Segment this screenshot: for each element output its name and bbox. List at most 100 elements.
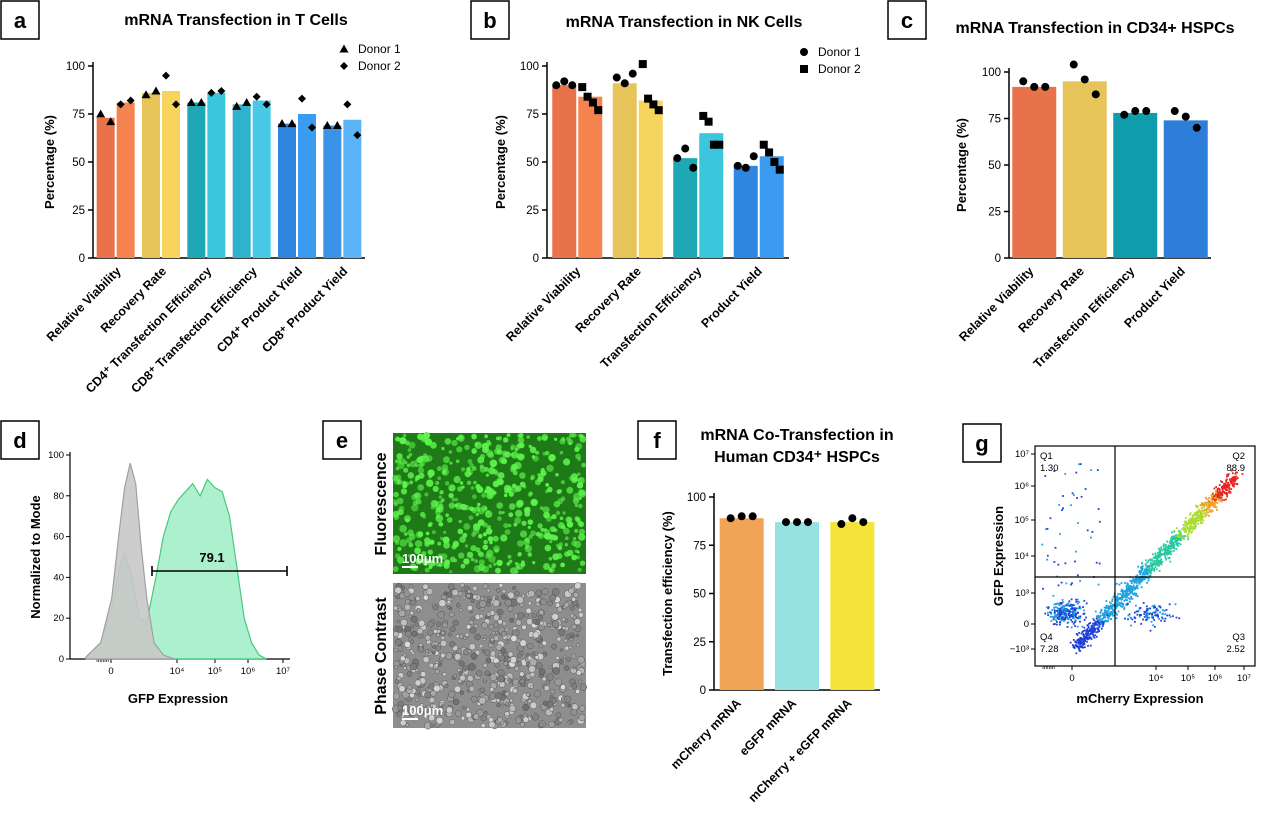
event xyxy=(1164,552,1166,555)
event xyxy=(1070,626,1073,629)
event xyxy=(1053,470,1056,472)
cell xyxy=(461,705,466,710)
event xyxy=(1154,562,1157,565)
event xyxy=(1170,539,1172,542)
event xyxy=(1149,575,1151,577)
cell xyxy=(534,652,538,656)
event xyxy=(1136,574,1139,577)
cell xyxy=(531,619,537,624)
event xyxy=(1210,502,1213,505)
event xyxy=(1195,513,1197,516)
event xyxy=(1057,614,1060,617)
event xyxy=(1072,610,1074,613)
event xyxy=(1074,609,1076,611)
cell xyxy=(572,536,577,541)
event xyxy=(1067,621,1070,624)
event xyxy=(1160,546,1162,549)
cell xyxy=(454,497,459,502)
cell xyxy=(514,666,520,672)
cell xyxy=(461,667,466,672)
event xyxy=(1134,579,1136,582)
y-tick-label: 75 xyxy=(526,109,539,121)
event xyxy=(1207,505,1210,508)
event xyxy=(1124,599,1127,601)
cell xyxy=(534,655,539,660)
cell xyxy=(508,503,516,510)
event xyxy=(1203,505,1206,508)
cell xyxy=(415,558,421,563)
event xyxy=(1098,520,1101,523)
cell xyxy=(395,553,401,559)
event xyxy=(1055,603,1057,605)
event xyxy=(1125,603,1127,606)
quadrant-value: 7.28 xyxy=(1040,644,1059,655)
event xyxy=(1121,590,1123,593)
panel-label-box xyxy=(637,420,677,460)
y-tick-label: 0 xyxy=(995,253,1001,265)
cell xyxy=(435,562,441,567)
bar xyxy=(673,158,698,258)
category-label: Product Yield xyxy=(698,264,764,330)
event xyxy=(1194,519,1197,522)
event xyxy=(1189,528,1192,531)
cell xyxy=(507,657,512,661)
cell xyxy=(538,609,544,615)
event xyxy=(1064,617,1066,619)
cell xyxy=(559,648,563,652)
cell xyxy=(477,502,481,507)
event xyxy=(1070,603,1072,606)
cell xyxy=(464,632,470,637)
cell xyxy=(505,715,510,719)
event xyxy=(1224,486,1227,489)
event xyxy=(1164,617,1167,620)
event xyxy=(1100,609,1103,611)
event xyxy=(1089,636,1091,639)
cell xyxy=(488,564,493,568)
event xyxy=(1135,610,1138,613)
event xyxy=(1216,496,1219,498)
cell xyxy=(465,544,469,548)
cell xyxy=(571,703,579,710)
cell xyxy=(449,719,456,726)
cell xyxy=(406,455,410,459)
event xyxy=(1079,620,1081,623)
cell xyxy=(437,476,442,481)
cell xyxy=(437,541,442,546)
event xyxy=(1054,546,1057,549)
cell xyxy=(576,643,580,648)
event xyxy=(1086,640,1088,643)
cell xyxy=(497,675,505,683)
cell xyxy=(458,633,464,639)
cell xyxy=(465,680,473,688)
event xyxy=(1064,616,1067,618)
event xyxy=(1147,579,1150,582)
event xyxy=(1135,577,1137,580)
event xyxy=(1120,588,1123,591)
cell xyxy=(497,716,503,723)
data-point xyxy=(1192,123,1201,132)
event xyxy=(1046,527,1049,530)
event xyxy=(1223,483,1226,486)
cell xyxy=(434,669,440,674)
cell xyxy=(396,453,403,460)
event xyxy=(1192,516,1194,519)
event xyxy=(1204,501,1207,504)
quadrant-value: 2.52 xyxy=(1227,644,1246,655)
event xyxy=(1167,546,1169,548)
event xyxy=(1090,626,1093,629)
event xyxy=(1077,607,1080,610)
cell xyxy=(551,643,557,650)
event xyxy=(1110,611,1113,613)
event xyxy=(1073,494,1075,496)
cell xyxy=(405,440,410,446)
event xyxy=(1085,635,1088,637)
event xyxy=(1132,586,1134,589)
cell xyxy=(466,624,472,630)
event xyxy=(1131,618,1134,621)
event xyxy=(1214,490,1217,493)
cell xyxy=(493,562,497,566)
cell xyxy=(440,635,446,640)
cell xyxy=(575,689,580,694)
data-point xyxy=(699,111,708,120)
data-point xyxy=(207,88,216,97)
